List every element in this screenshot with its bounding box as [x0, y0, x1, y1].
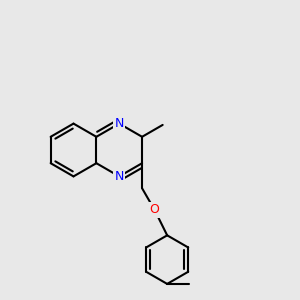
Text: N: N	[115, 117, 124, 130]
Text: N: N	[115, 170, 124, 183]
Text: O: O	[150, 203, 160, 217]
